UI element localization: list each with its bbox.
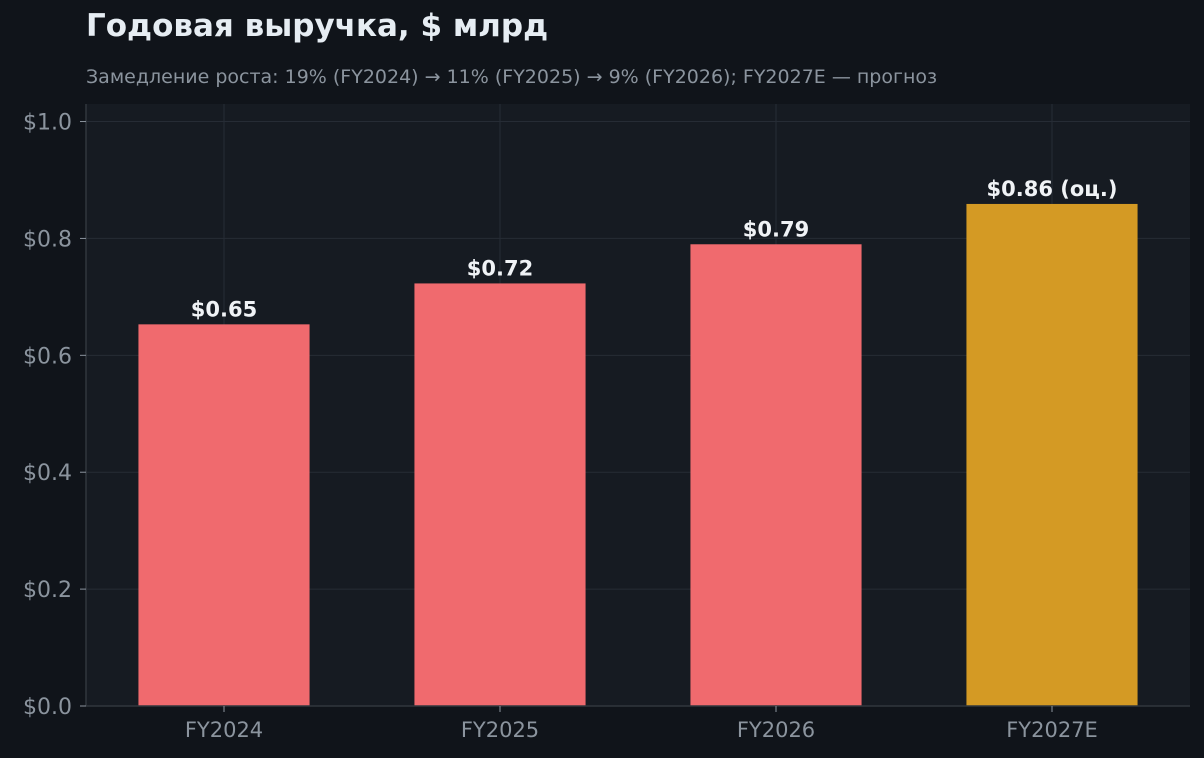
- x-tick-label: FY2024: [185, 718, 263, 742]
- axes: $0.0 $0.2 $0.4 $0.6 $0.8 $1.0 FY2024 FY2025 FY20…: [23, 104, 1190, 742]
- y-tick-label: $1.0: [23, 111, 72, 136]
- x-tick-label: FY2027E: [1006, 718, 1098, 742]
- chart-subtitle: Замедление роста: 19% (FY2024) → 11% (FY…: [86, 66, 938, 88]
- y-tick-label: $0.6: [23, 344, 72, 369]
- bar-fy2026: [690, 244, 862, 706]
- bar-value-label: $0.72: [467, 256, 533, 280]
- y-tick-label: $0.0: [23, 695, 72, 720]
- y-tick-label: $0.2: [23, 578, 72, 603]
- x-tick-label: FY2025: [461, 718, 539, 742]
- y-tick-label: $0.4: [23, 461, 72, 486]
- bar-value-label: $0.65: [191, 297, 257, 321]
- x-tick-label: FY2026: [737, 718, 815, 742]
- bar-value-label: $0.86 (оц.): [987, 177, 1118, 201]
- bar-fy2025: [414, 283, 586, 706]
- y-tick-label: $0.8: [23, 227, 72, 252]
- bar-value-label: $0.79: [743, 217, 809, 241]
- bar-fy2024: [138, 324, 310, 706]
- bars: [138, 203, 1138, 706]
- bar-value-labels: $0.65 $0.72 $0.79 $0.86 (оц.): [191, 177, 1118, 321]
- bar-fy2027e: [966, 203, 1138, 706]
- chart-title: Годовая выручка, $ млрд: [86, 8, 549, 44]
